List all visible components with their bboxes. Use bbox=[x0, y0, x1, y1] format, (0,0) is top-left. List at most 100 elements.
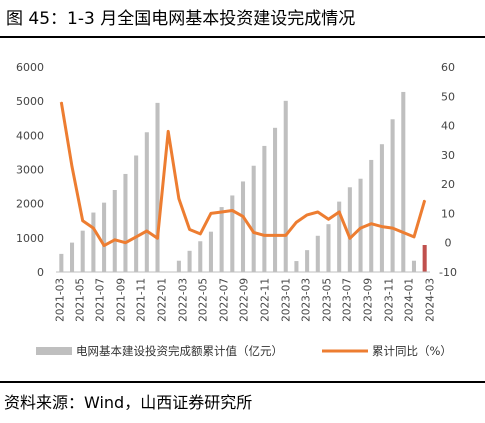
yoy-point-2024-03 bbox=[424, 199, 426, 201]
bar-2021-03 bbox=[69, 242, 75, 272]
bar-2023-12 bbox=[401, 91, 406, 272]
bar-series bbox=[59, 91, 427, 273]
bar-2023-03 bbox=[305, 250, 310, 272]
right-tick-label: 50 bbox=[441, 90, 455, 103]
x-tick-label: 2022-11 bbox=[260, 278, 272, 322]
yoy-point-2023-05 bbox=[327, 218, 329, 220]
top-divider bbox=[0, 36, 485, 38]
legend-bar-label: 电网基本建设投资完成额累计值（亿元） bbox=[76, 344, 283, 358]
x-axis: 2021-03 2021-05 2021-07 2021-09 2021-11 2022-… bbox=[55, 271, 437, 322]
left-tick-label: 2000 bbox=[16, 198, 44, 211]
bar-2022-03 bbox=[187, 250, 192, 272]
yoy-point-2021-04 bbox=[82, 220, 84, 222]
yoy-point-2022-07 bbox=[231, 210, 233, 211]
bar-2021-06 bbox=[102, 202, 107, 272]
bar-2021-10 bbox=[144, 132, 149, 272]
x-tick-label: 2024-01 bbox=[404, 278, 416, 322]
right-tick-label: 30 bbox=[441, 149, 455, 162]
left-y-axis: 0 1000 2000 3000 4000 5000 6000 bbox=[16, 61, 44, 279]
yoy-point-2022-03 bbox=[189, 229, 191, 231]
yoy-point-2021-12 bbox=[167, 130, 169, 132]
yoy-point-2021-06 bbox=[103, 245, 105, 247]
bar-2022-05 bbox=[208, 231, 213, 272]
yoy-point-2022-12 bbox=[285, 234, 287, 236]
bar-2023-04 bbox=[315, 235, 320, 272]
page-title: 图 45：1-3 月全国电网基本投资建设完成情况 bbox=[6, 9, 356, 29]
yoy-point-2021-02 bbox=[60, 101, 62, 103]
right-y-axis: -10 0 10 20 30 40 50 60 bbox=[439, 61, 457, 279]
line-series bbox=[59, 101, 427, 248]
legend-line-label: 累计同比（%） bbox=[372, 344, 452, 358]
x-tick-label: 2022-09 bbox=[239, 278, 251, 322]
left-tick-label: 6000 bbox=[16, 61, 44, 74]
chart: 0 1000 2000 3000 4000 5000 6000 -10 0 10 20 30 40 50… bbox=[16, 61, 457, 358]
source-note: 资料来源：Wind，山西证券研究所 bbox=[4, 393, 253, 412]
bar-2022-07 bbox=[230, 195, 235, 272]
yoy-point-2023-09 bbox=[370, 223, 372, 225]
bar-2023-11 bbox=[390, 119, 395, 273]
bar-2023-10 bbox=[379, 144, 384, 272]
right-tick-label: 40 bbox=[441, 120, 455, 133]
x-tick-label: 2022-07 bbox=[219, 278, 231, 322]
right-tick-label: 60 bbox=[441, 61, 455, 74]
bar-2021-09 bbox=[134, 155, 139, 272]
bar-2024-02 bbox=[411, 260, 417, 272]
yoy-point-2022-11 bbox=[274, 234, 276, 236]
yoy-point-2023-03 bbox=[306, 214, 308, 216]
yoy-point-2022-05 bbox=[210, 212, 212, 214]
yoy-point-2021-11 bbox=[157, 237, 159, 239]
bar-2023-08 bbox=[358, 178, 363, 272]
bar-2022-08 bbox=[240, 181, 246, 272]
bar-2021-02 bbox=[59, 253, 64, 272]
yoy-point-2021-07 bbox=[114, 239, 116, 241]
yoy-point-2023-02 bbox=[295, 221, 297, 223]
yoy-point-2022-09 bbox=[253, 231, 255, 233]
yoy-point-2021-08 bbox=[124, 242, 126, 244]
bar-2021-08 bbox=[123, 173, 128, 272]
x-tick-label: 2023-07 bbox=[342, 278, 354, 322]
bar-2021-04 bbox=[80, 230, 85, 272]
left-tick-label: 4000 bbox=[16, 129, 44, 142]
yoy-point-2022-06 bbox=[221, 211, 223, 213]
x-tick-label: 2021-11 bbox=[136, 278, 148, 322]
left-tick-label: 0 bbox=[37, 266, 44, 279]
yoy-point-2023-10 bbox=[381, 226, 383, 228]
bottom-divider bbox=[0, 381, 485, 383]
yoy-point-2023-06 bbox=[338, 211, 340, 213]
yoy-point-2022-02 bbox=[178, 198, 180, 200]
x-tick-label: 2024-03 bbox=[425, 278, 437, 322]
yoy-point-2023-04 bbox=[317, 211, 319, 213]
bar-2022-12 bbox=[283, 100, 288, 272]
bar-2022-04 bbox=[198, 241, 203, 272]
yoy-point-2021-03 bbox=[71, 166, 73, 168]
x-tick-label: 2022-05 bbox=[198, 278, 210, 322]
right-tick-label: 10 bbox=[441, 207, 455, 220]
yoy-point-2023-11 bbox=[392, 227, 394, 229]
bar-2023-07 bbox=[347, 187, 352, 272]
yoy-point-2024-02 bbox=[413, 236, 415, 238]
x-tick-label: 2021-05 bbox=[75, 278, 87, 322]
bar-2022-11 bbox=[273, 127, 278, 272]
x-tick-label: 2022-03 bbox=[178, 278, 190, 322]
bar-2022-02 bbox=[176, 260, 181, 272]
legend: 电网基本建设投资完成额累计值（亿元） 累计同比（%） bbox=[36, 344, 452, 358]
x-tick-label: 2022-01 bbox=[157, 278, 169, 322]
legend-bar-swatch bbox=[36, 347, 72, 355]
bar-2023-05 bbox=[326, 224, 331, 272]
bar-2021-11 bbox=[155, 102, 160, 272]
x-tick-label: 2023-01 bbox=[281, 278, 293, 322]
bar-2023-02 bbox=[294, 261, 299, 272]
right-tick-label: -10 bbox=[439, 266, 457, 279]
left-tick-label: 1000 bbox=[16, 232, 44, 245]
bar-2022-09 bbox=[251, 165, 256, 272]
bar-2023-09 bbox=[369, 159, 374, 272]
left-tick-label: 3000 bbox=[16, 164, 44, 177]
yoy-point-2022-10 bbox=[263, 234, 265, 236]
bar-2022-10 bbox=[262, 145, 267, 272]
bar-2024-03 bbox=[422, 245, 427, 272]
yoy-point-2021-05 bbox=[92, 227, 94, 229]
yoy-point-2023-07 bbox=[349, 237, 351, 239]
yoy-point-2023-12 bbox=[402, 231, 404, 233]
yoy-point-2021-09 bbox=[135, 236, 137, 238]
x-tick-label: 2021-07 bbox=[95, 278, 107, 322]
